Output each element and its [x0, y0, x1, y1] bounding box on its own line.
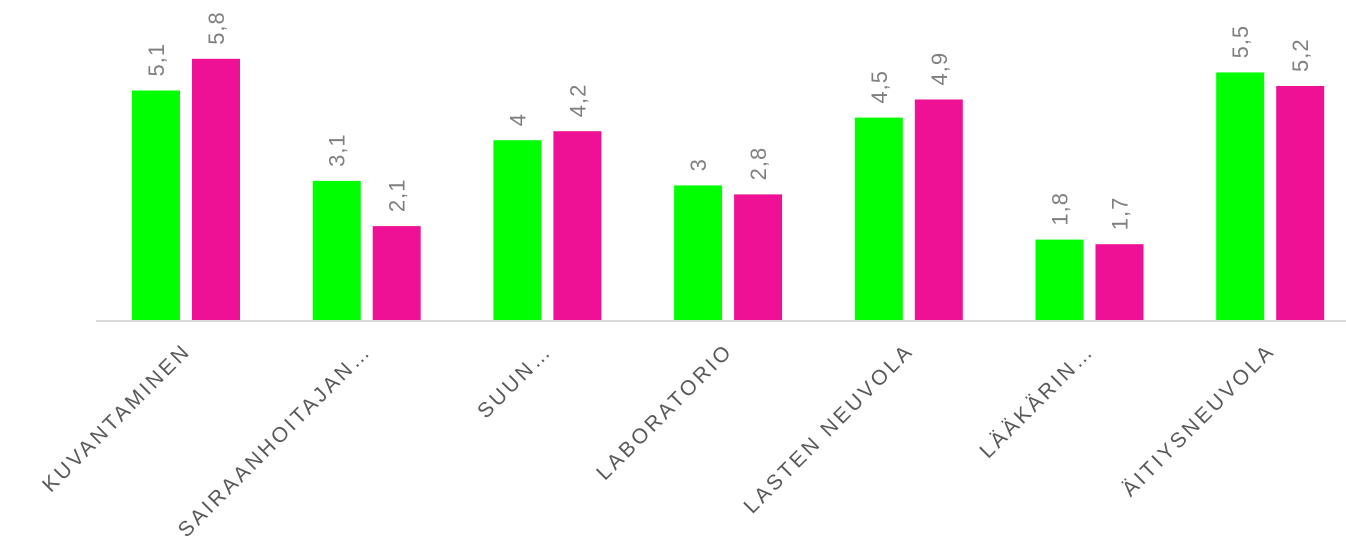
category-label-5: LÄÄKÄRIN… [975, 339, 1099, 463]
value-label-series1-5: 1,8 [1048, 192, 1073, 226]
value-label-series1-0: 5,1 [144, 43, 169, 77]
bar-series2-6 [1276, 86, 1325, 321]
bar-series2-4 [914, 99, 963, 321]
category-label-4: LASTEN NEUVOLA [740, 339, 919, 518]
value-label-series2-4: 4,9 [927, 52, 952, 86]
bar-series1-5 [1035, 239, 1084, 321]
category-label-6: ÄITIYSNEUVOLA [1118, 339, 1280, 501]
value-label-series2-6: 5,2 [1288, 38, 1313, 72]
value-label-series2-5: 1,7 [1108, 197, 1133, 231]
bar-series1-4 [854, 117, 903, 321]
bar-series2-2 [553, 131, 602, 321]
bar-series2-0 [192, 58, 240, 322]
value-label-series2-2: 4,2 [565, 84, 590, 118]
value-label-series2-1: 2,1 [385, 179, 410, 213]
value-label-series1-2: 4 [505, 113, 530, 126]
value-label-series1-6: 5,5 [1228, 25, 1253, 59]
category-label-3: LABORATORIO [592, 339, 737, 484]
value-labels-layer: 5,1 5,8 3,1 2,1 4 4,2 3 2,8 4,5 4,9 1,8 1,7 5,5 5,2 [144, 11, 1313, 230]
bar-series1-6 [1216, 72, 1265, 322]
bar-series1-3 [674, 185, 723, 321]
category-label-2: SUUN… [473, 339, 557, 423]
bar-series2-5 [1095, 244, 1144, 321]
bar-series1-0 [132, 90, 180, 321]
category-label-1: SAIRAANHOITAJAN… [174, 339, 377, 542]
bar-series1-2 [493, 140, 542, 321]
value-label-series1-1: 3,1 [325, 133, 350, 167]
value-label-series1-4: 4,5 [867, 70, 892, 104]
category-label-0: KUVANTAMINEN [38, 339, 195, 496]
value-label-series2-0: 5,8 [204, 11, 229, 45]
bar-series2-3 [734, 194, 783, 321]
bar-series1-1 [312, 180, 361, 321]
bars-layer [132, 58, 1325, 322]
value-label-series1-3: 3 [686, 158, 711, 171]
bar-series2-1 [372, 226, 421, 321]
value-label-series2-3: 2,8 [746, 147, 771, 181]
